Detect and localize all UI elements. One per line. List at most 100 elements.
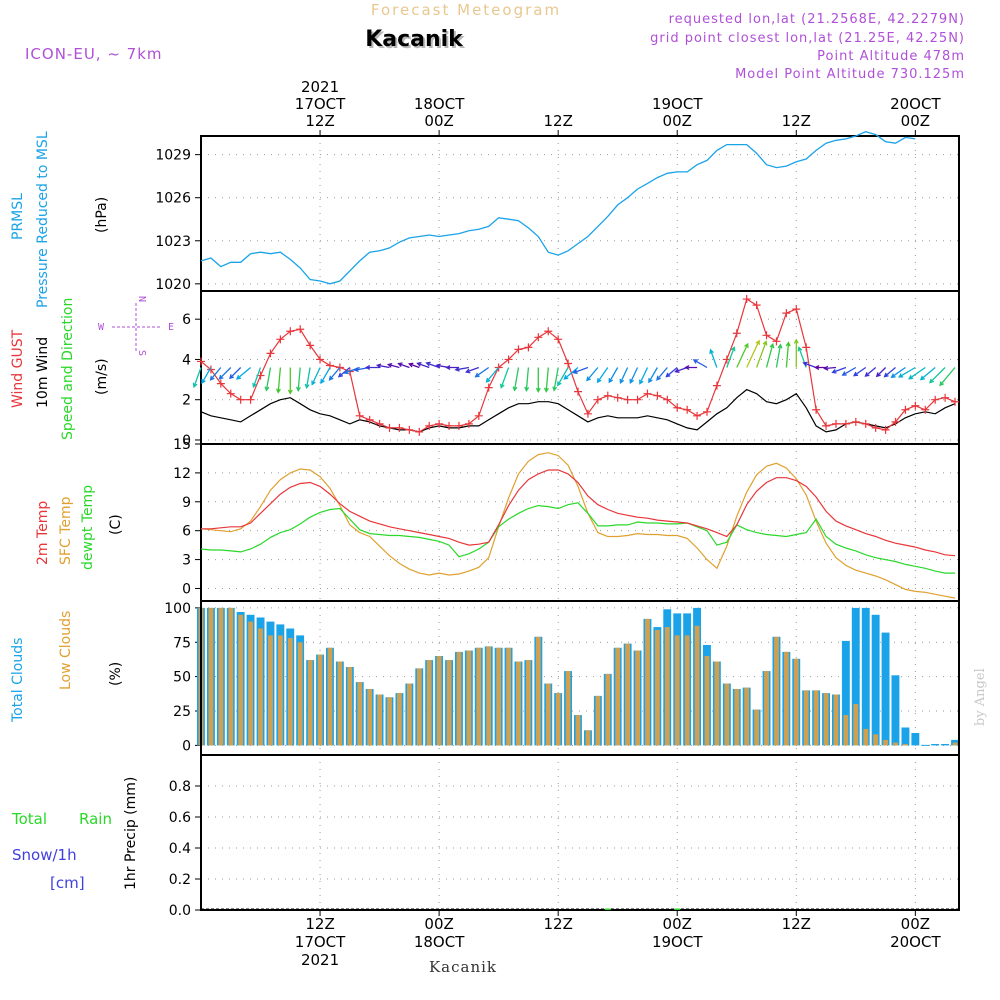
bottom-axis-label: 2021: [301, 951, 339, 969]
bottom-axis-label: 12Z: [782, 915, 811, 933]
top-axis-label: 00Z: [663, 112, 692, 130]
temperature-panel: 2m Temp SFC Temp dewpt Temp (C) 0 3 6 9 12 15: [35, 437, 960, 602]
gust-marker: [951, 397, 960, 406]
gust-marker: [831, 419, 840, 428]
low-cloud-bar: [754, 709, 759, 746]
wind-arrow: [572, 366, 589, 374]
y-tick-label: 0: [182, 581, 191, 597]
top-axis-label: 18OCT: [414, 95, 465, 113]
y-tick-label: 3: [182, 553, 191, 569]
precip-panel: Total Rain Snow/1h [cm] 1hr Precip (mm) …: [11, 754, 960, 919]
low-cloud-bar: [585, 730, 591, 746]
low-cloud-bar: [744, 687, 750, 746]
wind-arrow: [192, 367, 202, 389]
low-cloud-bar: [337, 661, 343, 746]
low-cloud-bar: [426, 660, 432, 746]
low-cloud-bar: [446, 660, 452, 746]
wind-arrow: [543, 367, 549, 393]
panel-frame: [200, 135, 960, 292]
total-cloud-bar: [901, 727, 910, 746]
bottom-axis-label: 17OCT: [295, 933, 346, 951]
gust-marker: [921, 405, 930, 414]
wind-arrow: [397, 362, 410, 369]
y-tick-label: 25: [173, 704, 191, 720]
low-cloud-bar: [714, 661, 720, 746]
low-cloud-bar: [307, 660, 313, 746]
gust-marker: [514, 345, 523, 354]
gust-marker: [246, 395, 255, 404]
gust-marker: [415, 427, 424, 436]
gust-marker: [593, 395, 602, 404]
low-cloud-bar: [486, 646, 492, 746]
low-cloud-bar: [704, 656, 710, 746]
low-cloud-bar: [347, 667, 353, 746]
wind-arrow: [264, 367, 272, 392]
wind-arrow: [328, 367, 341, 381]
total-cloud-bar: [891, 675, 900, 746]
wind-arrow: [746, 339, 761, 368]
precip-label-total: Total: [11, 810, 47, 828]
top-axis-label: 2021: [301, 78, 339, 96]
wind-arrow: [785, 341, 791, 368]
top-axis-label: 12Z: [782, 112, 811, 130]
wind-arrow: [890, 366, 906, 378]
wind-label-10m: 10m Wind: [35, 337, 51, 408]
gust-marker: [266, 349, 275, 358]
wind-arrow: [639, 367, 649, 385]
gust-marker: [395, 423, 404, 432]
top-axis-label: 12Z: [305, 112, 334, 130]
low-cloud-bar: [416, 668, 422, 746]
gust-marker: [355, 411, 364, 420]
closest-grid-point: grid point closest lon,lat (21.25E, 42.2…: [650, 31, 965, 46]
low-cloud-bar: [268, 635, 273, 746]
wind-arrow: [919, 367, 936, 381]
y-tick-label: 1029: [155, 148, 191, 164]
gust-marker: [286, 327, 295, 336]
wind-arrow: [201, 367, 212, 385]
gust-marker: [236, 395, 245, 404]
low-cloud-bar: [496, 647, 502, 746]
low-cloud-bar: [625, 643, 630, 746]
wind-arrow: [337, 367, 351, 378]
wind-arrow: [929, 367, 946, 384]
low-cloud-bar: [823, 693, 829, 746]
gust-marker: [623, 395, 632, 404]
bottom-axis-label: 00Z: [901, 915, 930, 933]
y-tick-label: 1020: [155, 277, 191, 293]
bottom-axis-label: 12Z: [543, 915, 572, 933]
wind-arrow: [311, 367, 321, 386]
precip-label-rain: Rain: [79, 810, 112, 828]
gust-marker: [296, 325, 305, 334]
gust-marker: [524, 343, 533, 352]
gust-marker: [643, 389, 652, 398]
wind-arrow: [883, 367, 896, 378]
y-tick-label: 6: [182, 312, 191, 328]
wind-arrow: [229, 367, 242, 380]
total-cloud-bar: [881, 632, 890, 746]
y-tick-label: 1023: [155, 234, 191, 250]
gust-marker: [504, 355, 513, 364]
gust-marker: [425, 421, 434, 430]
precip-unit: 1hr Precip (mm): [123, 777, 139, 890]
low-cloud-bar: [893, 742, 898, 746]
wind-arrow: [648, 367, 658, 384]
wind-arrow: [445, 365, 459, 370]
header: Forecast Meteogram Kacanik Kacanik ICON-…: [25, 1, 988, 976]
low-cloud-bar: [615, 647, 621, 746]
temp-label-sfc: SFC Temp: [58, 496, 74, 565]
low-cloud-bar: [843, 715, 849, 746]
gust-marker: [494, 363, 503, 372]
gust-marker: [941, 393, 950, 402]
top-axis-label: 00Z: [901, 112, 930, 130]
gust-marker: [335, 363, 344, 372]
wind-arrow: [674, 366, 688, 373]
gust-marker: [782, 309, 791, 318]
low-cloud-bar: [258, 628, 263, 746]
pressure-label-prmsl: PRMSL: [10, 193, 26, 240]
gust-marker: [901, 405, 910, 414]
bottom-axis-label: 19OCT: [652, 933, 703, 951]
low-cloud-bar: [357, 682, 363, 746]
gust-marker: [435, 419, 444, 428]
low-cloud-bar: [397, 693, 402, 746]
gust-marker: [385, 423, 394, 432]
